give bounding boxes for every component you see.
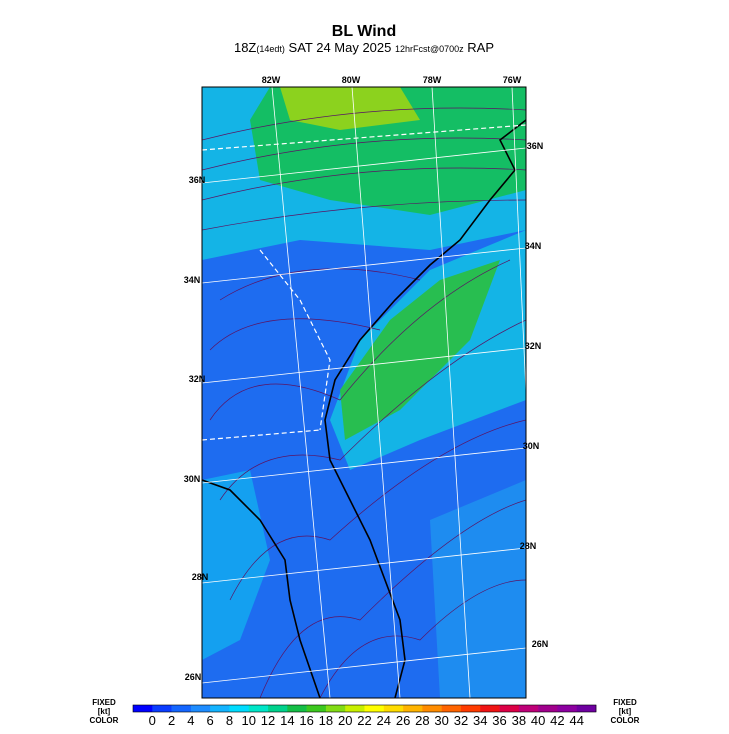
colorbar-frame [132, 704, 597, 713]
colorbar-cell [345, 705, 365, 712]
graticule [202, 87, 526, 698]
colorbar-cell [518, 705, 539, 712]
colorbar-unit: COLOR [90, 716, 119, 725]
colorbar-cell [403, 705, 423, 712]
lat-label: 34N [184, 275, 201, 285]
colorbar-cell [229, 705, 250, 712]
streamlines [202, 107, 526, 698]
coastline [324, 119, 526, 698]
colorbar-cell [499, 705, 520, 712]
colorbar-label: 16 [299, 713, 313, 728]
colorbar-unit: FIXED [92, 698, 116, 707]
colorbar-cell [480, 705, 500, 712]
lon-label: 78W [423, 75, 442, 85]
colorbar-label: 18 [319, 713, 333, 728]
colorbar-label: 36 [492, 713, 506, 728]
colorbar-label: 38 [512, 713, 526, 728]
lon-label: 80W [342, 75, 361, 85]
colorbar-cell [576, 705, 597, 712]
colorbar-cell [268, 705, 288, 712]
colorbar-cell [383, 705, 404, 712]
lat-label: 28N [192, 572, 209, 582]
lat-label: 32N [189, 374, 206, 384]
subtitle-part: SAT 24 May 2025 [285, 40, 395, 55]
colorbar-label: 20 [338, 713, 352, 728]
colorbar-label: 26 [396, 713, 410, 728]
lat-label: 36N [527, 141, 544, 151]
colorbar-label: 0 [149, 713, 156, 728]
colorbar-label: 14 [280, 713, 294, 728]
wind-field [280, 87, 420, 130]
colorbar-label: 6 [207, 713, 214, 728]
map-frame [201, 86, 527, 699]
colorbar-unit: [kt] [619, 707, 632, 716]
subtitle-part: 18Z [234, 40, 256, 55]
colorbar-cell [171, 705, 192, 712]
colorbar-label: 28 [415, 713, 429, 728]
lon-label: 76W [503, 75, 522, 85]
colorbar-cell [248, 705, 269, 712]
colorbar-unit: [kt] [98, 707, 111, 716]
lat-label: 30N [184, 474, 201, 484]
subtitle-part: RAP [464, 40, 494, 55]
colorbar-cell [325, 705, 346, 712]
wind-field [430, 480, 526, 698]
colorbar-label: 32 [454, 713, 468, 728]
colorbar-cell [364, 705, 385, 712]
colorbar-unit: COLOR [611, 716, 640, 725]
wind-field [202, 470, 270, 660]
colorbar-label: 30 [434, 713, 448, 728]
subtitle-part: (14edt) [256, 44, 285, 54]
colorbar-cell [210, 705, 230, 712]
colorbar-label: 12 [261, 713, 275, 728]
colorbar-label: 4 [187, 713, 194, 728]
lat-label: 34N [525, 241, 542, 251]
map [201, 86, 527, 699]
title: BL Wind [332, 23, 396, 40]
colorbar-cell [557, 705, 578, 712]
lat-label: 26N [185, 672, 202, 682]
colorbar-cell [460, 705, 481, 712]
colorbar-label: 24 [377, 713, 391, 728]
colorbar-cell [306, 705, 327, 712]
lat-label: 28N [520, 541, 537, 551]
colorbar-label: 22 [357, 713, 371, 728]
colorbar-cell [287, 705, 307, 712]
subtitle: 18Z(14edt) SAT 24 May 2025 12hrFcst@0700… [234, 40, 494, 55]
wind-field [340, 260, 500, 440]
colorbar-cell [538, 705, 558, 712]
colorbar-label: 34 [473, 713, 487, 728]
lat-label: 30N [523, 441, 540, 451]
colorbar-cell [152, 705, 172, 712]
colorbar-cell [133, 705, 153, 712]
colorbar-label: 2 [168, 713, 175, 728]
colorbar-label: 42 [550, 713, 564, 728]
lon-label: 82W [262, 75, 281, 85]
colorbar-unit: FIXED [613, 698, 637, 707]
colorbar-cell [422, 705, 442, 712]
lat-label: 32N [525, 341, 542, 351]
subtitle-part: 12hrFcst@0700z [395, 44, 464, 54]
colorbar-cell [190, 705, 211, 712]
colorbar-label: 40 [531, 713, 545, 728]
coastline [202, 479, 321, 698]
lat-label: 26N [532, 639, 549, 649]
lat-label: 36N [189, 175, 206, 185]
colorbar-label: 8 [226, 713, 233, 728]
colorbar-label: 10 [242, 713, 256, 728]
colorbar-label: 44 [569, 713, 583, 728]
colorbar-cell [441, 705, 462, 712]
borders [202, 124, 526, 441]
